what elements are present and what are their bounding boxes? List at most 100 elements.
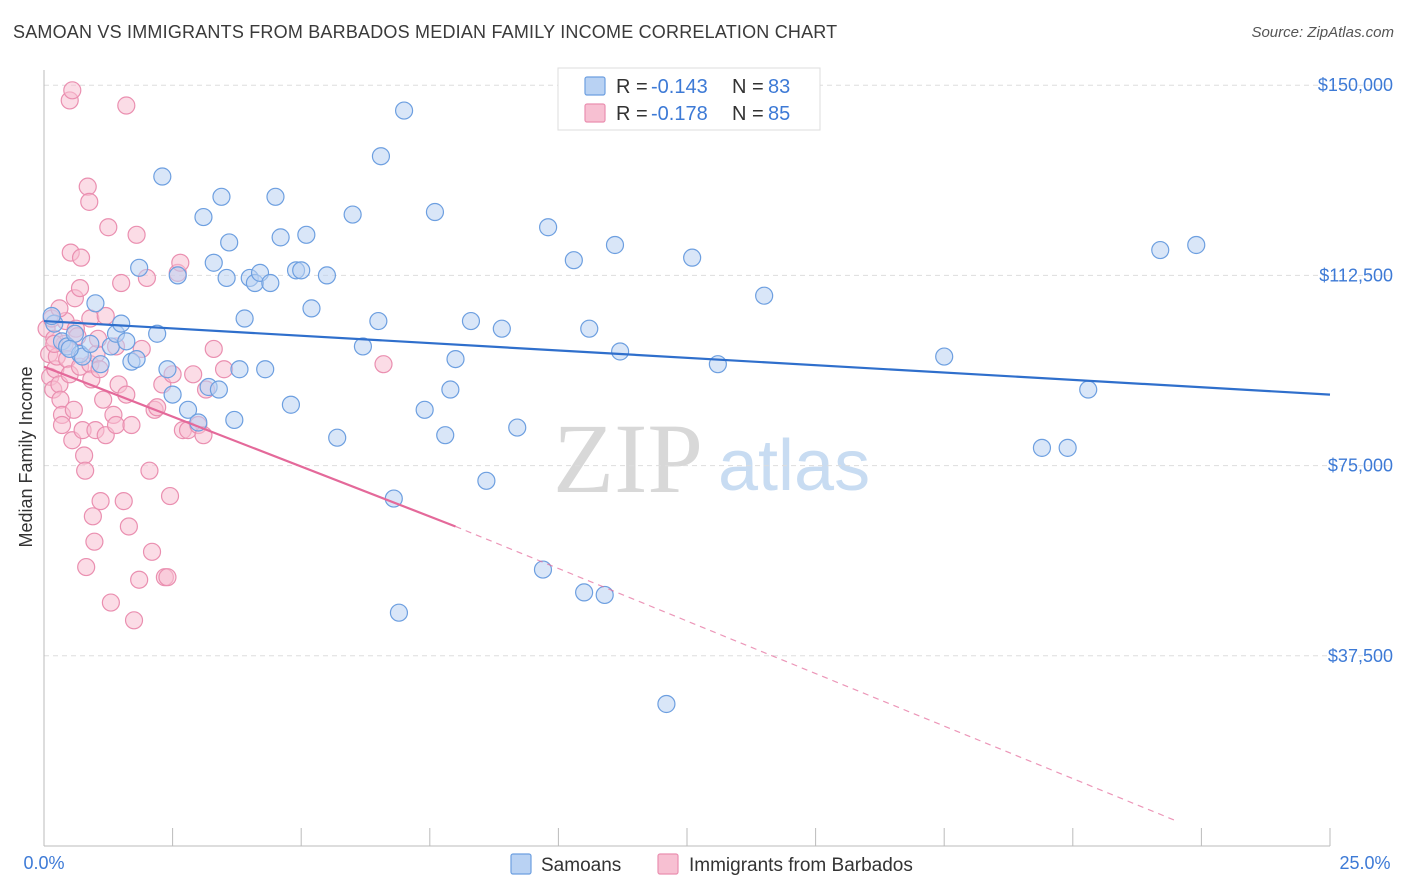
samoans-point-60	[533, 560, 553, 579]
samoans-point-39	[292, 261, 311, 280]
samoans-point-45	[353, 337, 373, 356]
samoans-point-56	[461, 311, 481, 331]
samoans-point-43	[328, 428, 347, 447]
barbados-point-61	[158, 568, 177, 587]
samoans-point-26	[220, 233, 239, 252]
chart-title: SAMOAN VS IMMIGRANTS FROM BARBADOS MEDIA…	[13, 22, 838, 42]
samoans-point-47	[371, 147, 391, 166]
barbados-n-value: 85	[768, 103, 790, 125]
stats-legend: R = -0.143 N = 83 R = -0.178 N = 85	[557, 67, 821, 131]
samoans-point-71	[755, 286, 774, 305]
barbados-point-52	[130, 570, 149, 589]
barbados-point-55	[140, 461, 159, 480]
barbados-point-72	[204, 339, 223, 359]
samoans-point-44	[343, 205, 362, 224]
samoans-point-51	[415, 400, 434, 419]
samoans-point-53	[436, 426, 455, 445]
samoans-point-11	[112, 314, 131, 333]
samoans-point-82	[209, 380, 228, 399]
samoans-point-52	[425, 202, 445, 222]
barbados-point-17	[64, 400, 83, 419]
samoans-point-80	[117, 332, 136, 351]
samoans-r-value: -0.143	[651, 76, 708, 98]
y-tick-label-0: $37,500	[1328, 646, 1393, 666]
y-tick-label-2: $112,500	[1319, 265, 1393, 285]
barbados-point-48	[119, 517, 138, 536]
barbados-point-74	[374, 355, 393, 374]
samoans-point-23	[204, 253, 223, 272]
barbados-point-82	[70, 278, 90, 298]
samoans-point-24	[212, 187, 231, 206]
samoans-point-8	[91, 355, 110, 374]
y-tick-label-1: $75,000	[1328, 456, 1393, 476]
samoans-point-77	[1187, 235, 1206, 255]
samoans-point-76	[1151, 240, 1170, 260]
samoans-point-58	[492, 319, 511, 338]
source-label: Source: ZipAtlas.com	[1251, 24, 1394, 41]
barbados-point-49	[122, 415, 141, 435]
samoans-point-16	[153, 167, 172, 186]
barbados-point-24	[75, 446, 94, 465]
samoans-point-49	[389, 603, 409, 622]
samoans-bottom-swatch	[510, 853, 532, 875]
y-tick-label-3: $150,000	[1318, 75, 1393, 95]
barbados-point-76	[63, 81, 82, 100]
series-samoans-points	[42, 101, 1206, 714]
samoans-point-36	[271, 228, 290, 247]
samoans-point-28	[230, 360, 249, 379]
samoans-n-label: N =	[732, 76, 764, 98]
barbados-point-62	[160, 486, 180, 506]
samoans-r-label: R =	[616, 76, 648, 98]
series-barbados-points	[37, 81, 393, 630]
samoans-point-34	[261, 273, 280, 293]
samoans-point-72	[935, 347, 954, 366]
barbados-r-value: -0.178	[651, 103, 708, 125]
barbados-n-label: N =	[732, 103, 764, 125]
barbados-trendline-extension	[455, 525, 1176, 822]
samoans-point-25	[217, 268, 236, 288]
samoans-point-54	[441, 380, 460, 399]
samoans-point-62	[564, 251, 583, 270]
samoans-point-69	[683, 248, 702, 267]
samoans-point-14	[130, 258, 149, 277]
samoans-point-3	[65, 324, 84, 343]
samoans-point-81	[158, 360, 177, 379]
samoans-legend-swatch	[584, 76, 606, 96]
series-legend: Samoans Immigrants from Barbados	[510, 853, 913, 876]
samoans-point-66	[605, 235, 625, 255]
y-tick-labels: $37,500 $75,000 $112,500 $150,000	[1318, 75, 1393, 666]
barbados-point-25	[76, 461, 95, 480]
barbados-point-73	[214, 360, 234, 379]
barbados-legend-swatch	[584, 103, 606, 123]
barbados-point-38	[94, 390, 113, 409]
samoans-point-13	[127, 349, 146, 369]
x-tick-label-max: 25.0%	[1339, 853, 1390, 873]
x-ticks	[172, 828, 1331, 846]
samoans-point-73	[1032, 438, 1052, 457]
barbados-point-50	[124, 611, 144, 630]
barbados-point-81	[52, 415, 72, 435]
samoans-trendline	[43, 319, 1331, 396]
samoans-point-37	[281, 395, 301, 414]
watermark-zip: ZIP	[553, 403, 703, 514]
barbados-trendline	[43, 365, 456, 528]
samoans-point-40	[297, 225, 316, 244]
samoans-point-27	[225, 410, 244, 430]
samoans-point-59	[508, 418, 527, 437]
samoans-point-41	[302, 299, 321, 318]
samoans-point-50	[394, 101, 414, 120]
barbados-point-32	[85, 532, 104, 551]
samoans-point-64	[580, 319, 599, 338]
barbados-point-45	[112, 273, 131, 293]
samoans-point-17	[163, 385, 182, 404]
samoans-point-74	[1058, 438, 1077, 457]
samoans-point-7	[86, 294, 105, 313]
samoans-n-value: 83	[768, 76, 790, 98]
barbados-point-31	[83, 507, 102, 526]
samoans-point-6	[81, 334, 100, 353]
samoans-point-21	[194, 207, 213, 227]
trendlines	[43, 319, 1331, 822]
barbados-point-43	[106, 415, 126, 435]
barbados-bottom-swatch	[657, 853, 679, 875]
